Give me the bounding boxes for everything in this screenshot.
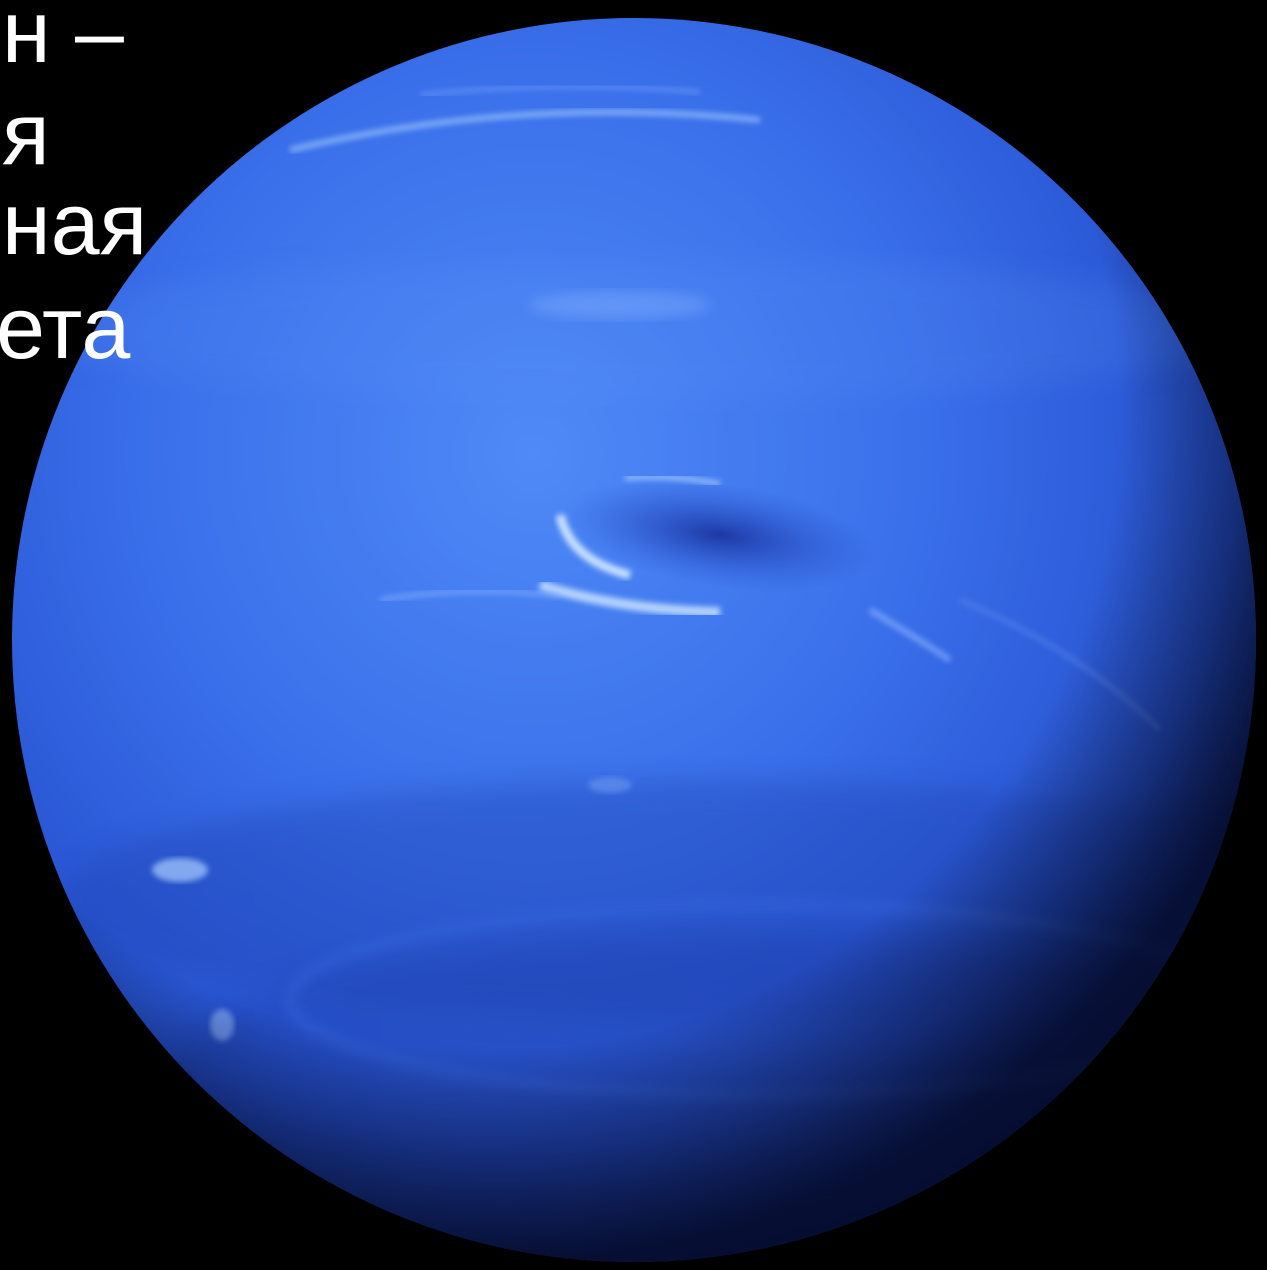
- caption-line: ная: [2, 174, 148, 273]
- limb-shading: [12, 18, 1256, 1262]
- caption-line: н –: [2, 0, 124, 81]
- caption-line: я: [2, 84, 50, 183]
- caption-line: ета: [0, 278, 131, 377]
